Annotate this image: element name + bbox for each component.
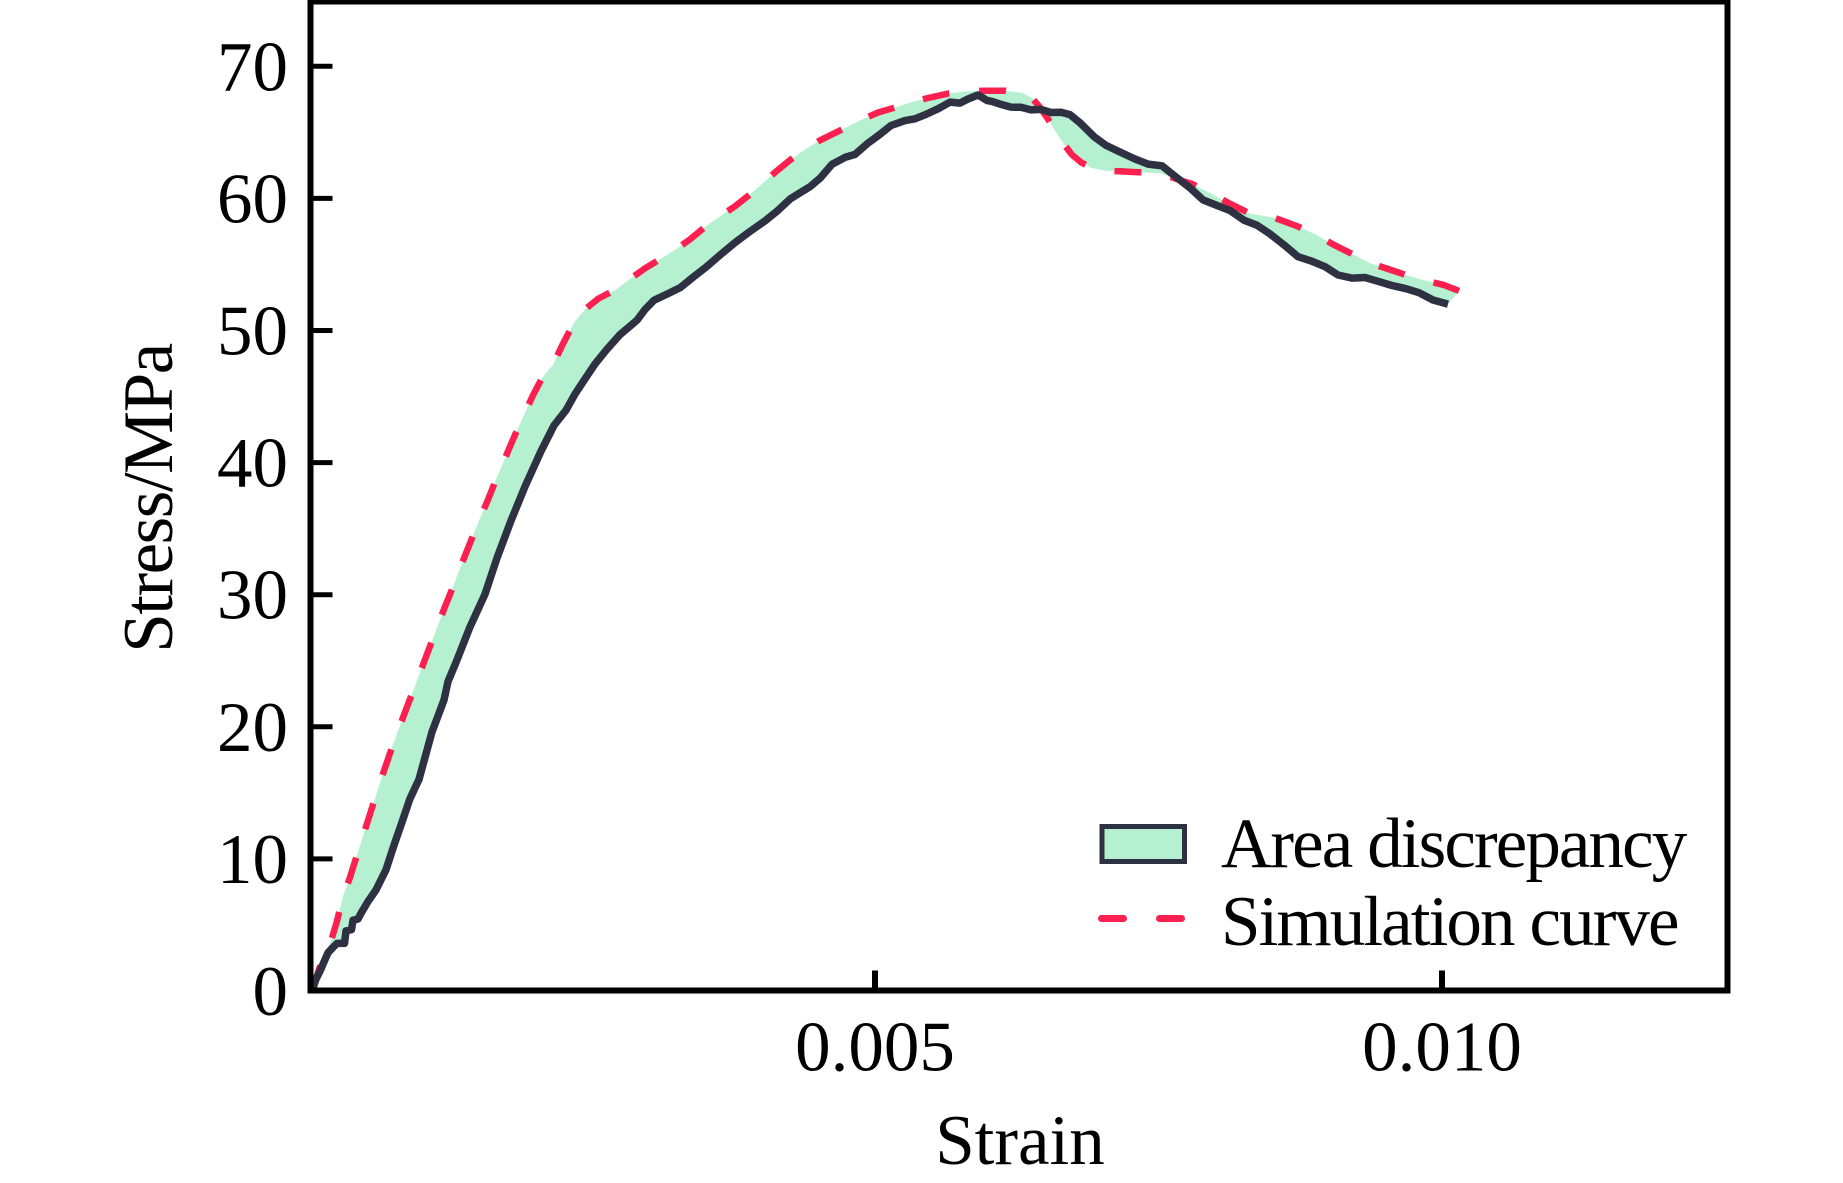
svg-text:0: 0: [253, 953, 289, 1031]
svg-text:60: 60: [217, 160, 288, 238]
svg-text:Simulation curve: Simulation curve: [1221, 883, 1678, 961]
svg-text:20: 20: [217, 689, 288, 767]
svg-text:70: 70: [217, 28, 288, 106]
svg-text:0.010: 0.010: [1362, 1009, 1522, 1087]
svg-text:Area discrepancy: Area discrepancy: [1221, 805, 1688, 883]
svg-text:10: 10: [217, 821, 288, 899]
svg-text:0.005: 0.005: [795, 1009, 955, 1087]
svg-text:Strain: Strain: [935, 1102, 1105, 1180]
svg-text:30: 30: [217, 557, 288, 635]
svg-text:Stress/MPa: Stress/MPa: [110, 343, 188, 652]
svg-text:50: 50: [217, 293, 288, 371]
svg-text:40: 40: [217, 425, 288, 503]
